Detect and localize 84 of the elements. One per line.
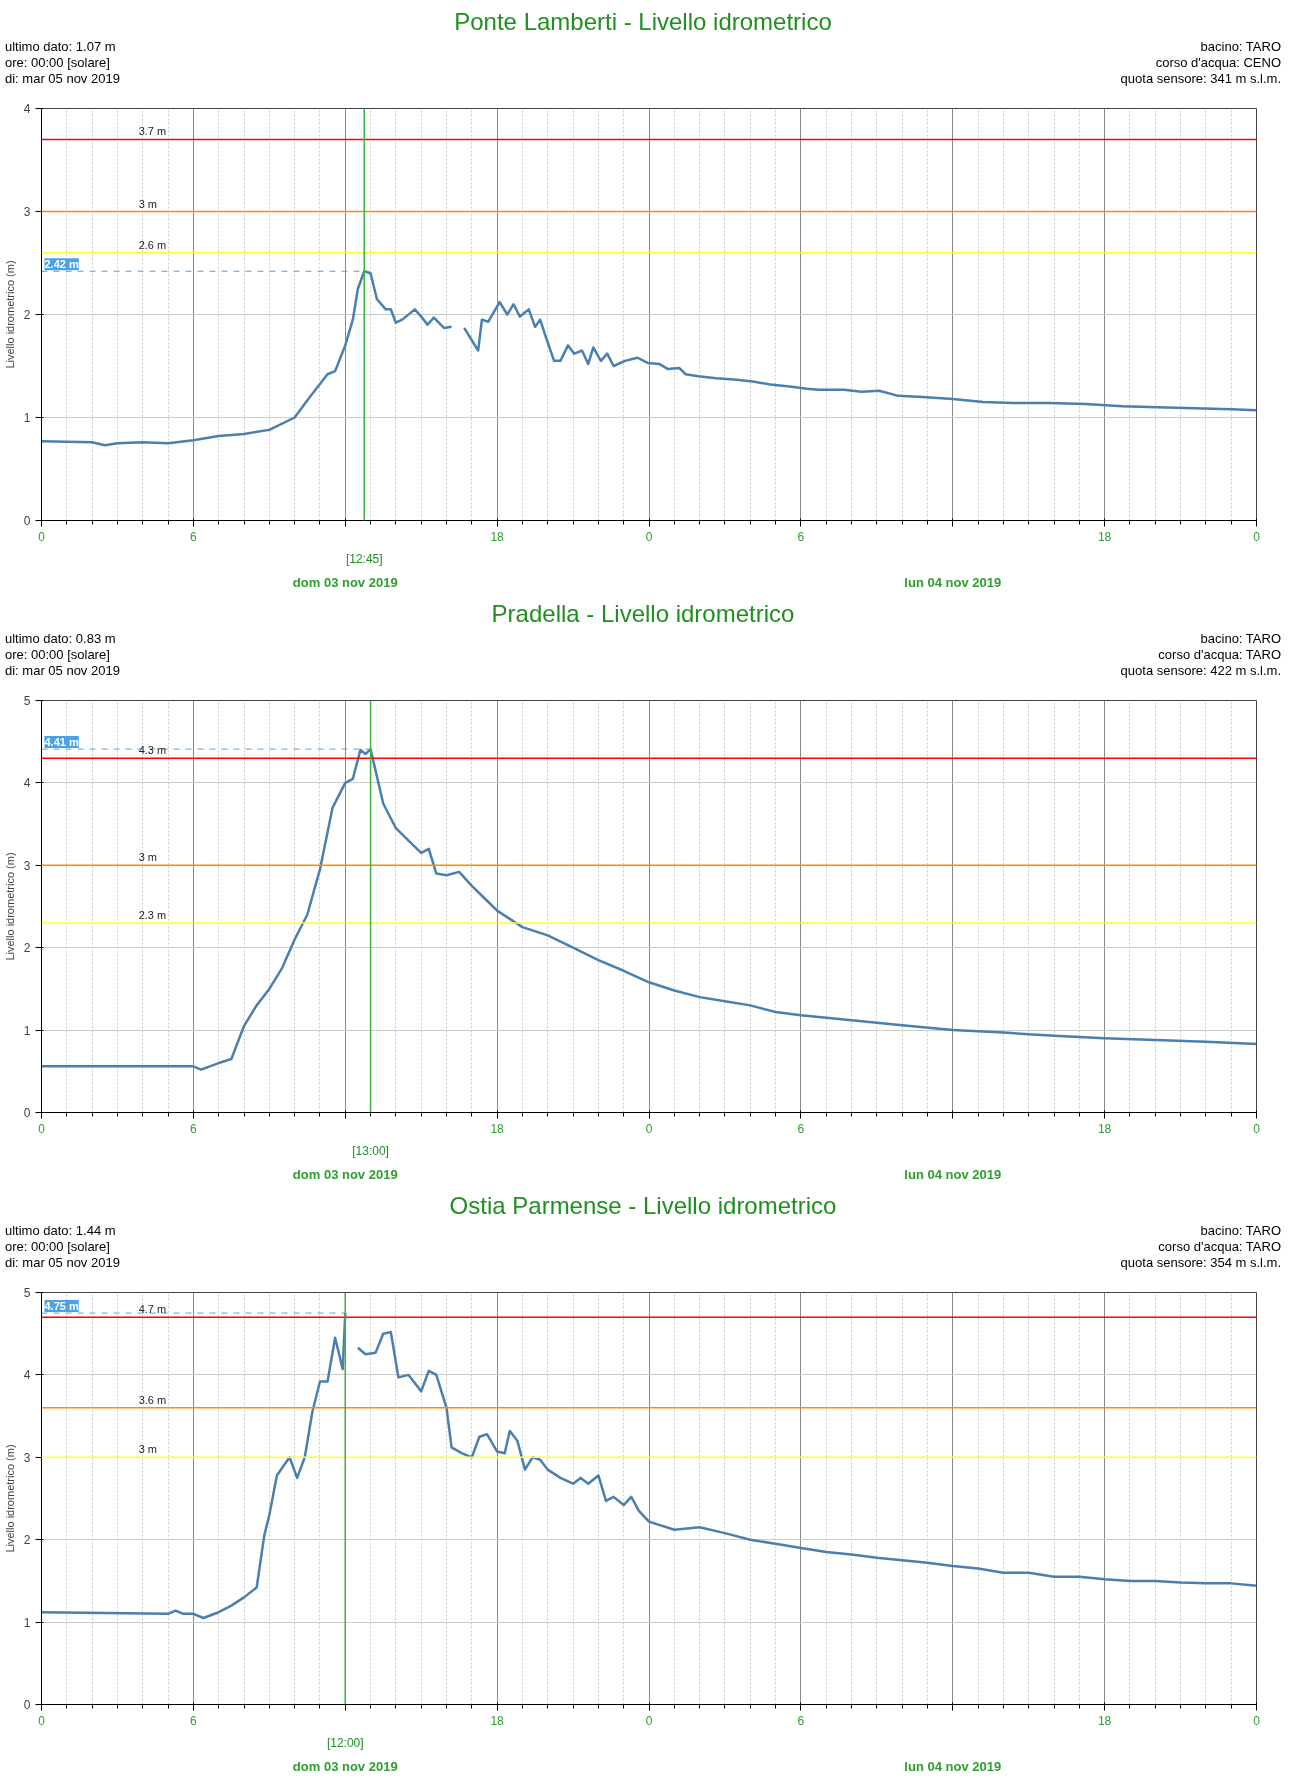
y-tick-label: 2 [23,1533,31,1548]
y-tick-label: 3 [23,205,31,219]
x-tick-label: 0 [1253,529,1261,544]
ref-line-label: 4.75 m [44,1300,79,1313]
x-tick-label: 18 [490,1713,505,1728]
y-tick-label: 5 [23,694,31,708]
x-tick-label: 6 [797,1713,805,1728]
x-tick-label: 6 [190,1121,198,1136]
text: ore: 00:00 [solare] [5,647,110,663]
ref-line-label: 3 m [138,851,158,864]
y-tick-label: 3 [23,858,31,873]
text: bacino: TARO [1200,39,1281,55]
y-axis-title: Livello idrometrico (m) [3,260,16,369]
y-tick-label: 2 [23,308,31,322]
x-tick-label: 0 [1253,1713,1261,1728]
ref-line-label: 2.42 m [44,258,79,271]
text: ore: 00:00 [solare] [5,55,110,71]
y-tick-label: 5 [23,1286,31,1300]
y-axis-title: Livello idrometrico (m) [3,1444,16,1553]
x-tick-label: 6 [797,1121,805,1136]
ref-line-label: 3 m [138,197,158,210]
text: dom 03 nov 2019 [292,1758,398,1774]
x-tick-label: 0 [645,1121,653,1136]
ref-line-label: 4.7 m [138,1303,167,1316]
y-tick-label: 1 [23,1615,31,1630]
text: lun 04 nov 2019 [904,1758,1002,1774]
ref-line-label: 2.3 m [138,908,167,921]
ref-line-label: 3.6 m [138,1393,167,1406]
text: lun 04 nov 2019 [904,1166,1002,1182]
text: bacino: TARO [1200,1223,1281,1239]
text: dom 03 nov 2019 [292,574,398,590]
text: ore: 00:00 [solare] [5,1239,110,1255]
y-tick-label: 0 [23,1106,31,1120]
text: bacino: TARO [1200,631,1281,647]
x-tick-label: 18 [1097,1121,1112,1136]
y-tick-label: 2 [23,941,31,956]
text: quota sensore: 354 m s.l.m. [1120,1255,1281,1271]
text: lun 04 nov 2019 [904,574,1002,590]
x-tick-label: 0 [645,1713,653,1728]
text: di: mar 05 nov 2019 [5,71,120,87]
x-tick-label: 0 [38,1713,46,1728]
x-tick-label: 0 [645,529,653,544]
text: dom 03 nov 2019 [292,1166,398,1182]
x-tick-label: 0 [38,1121,46,1136]
x-tick-label: 6 [190,529,198,544]
text: corso d'acqua: TARO [1158,1239,1281,1255]
chart-title: Ostia Parmense - Livello idrometrico [448,1191,838,1221]
ref-line-label: 3 m [138,1443,158,1456]
y-tick-label: 0 [23,514,31,528]
ref-line-label: [12:00] [326,1735,364,1750]
chart-title: Ponte Lamberti - Livello idrometrico [453,7,833,37]
text: corso d'acqua: TARO [1158,647,1281,663]
text: ultimo dato: 1.44 m [5,1223,116,1239]
ref-line-label: 3.7 m [138,125,167,138]
ref-line-label: 4.41 m [44,736,79,749]
x-tick-label: 0 [38,529,46,544]
text: di: mar 05 nov 2019 [5,1255,120,1271]
x-tick-label: 6 [190,1713,198,1728]
y-tick-label: 3 [23,1450,31,1465]
x-tick-label: 18 [1097,529,1112,544]
ref-line-label: [13:00] [352,1143,389,1158]
chart-title: Pradella - Livello idrometrico [490,599,796,629]
text: di: mar 05 nov 2019 [5,663,120,679]
y-tick-label: 0 [23,1698,31,1712]
y-axis-title: Livello idrometrico (m) [3,852,16,961]
ref-line-label: 2.6 m [138,238,167,251]
y-tick-label: 1 [23,1023,31,1038]
x-tick-label: 18 [490,529,505,544]
x-tick-label: 18 [1097,1713,1112,1728]
text: quota sensore: 341 m s.l.m. [1120,71,1281,87]
text: ultimo dato: 0.83 m [5,631,116,647]
y-tick-label: 4 [23,102,31,116]
line-series [41,747,1257,1071]
text: corso d'acqua: CENO [1155,55,1281,71]
ref-line-label: 4.3 m [138,744,167,757]
x-tick-label: 0 [1253,1121,1261,1136]
x-tick-label: 18 [490,1121,505,1136]
y-tick-label: 4 [23,1368,31,1383]
x-tick-label: 6 [797,529,805,544]
y-tick-label: 4 [23,776,31,791]
text: ultimo dato: 1.07 m [5,39,116,55]
y-tick-label: 1 [23,411,31,425]
text: quota sensore: 422 m s.l.m. [1120,663,1281,679]
ref-line-label: [12:45] [345,551,383,566]
